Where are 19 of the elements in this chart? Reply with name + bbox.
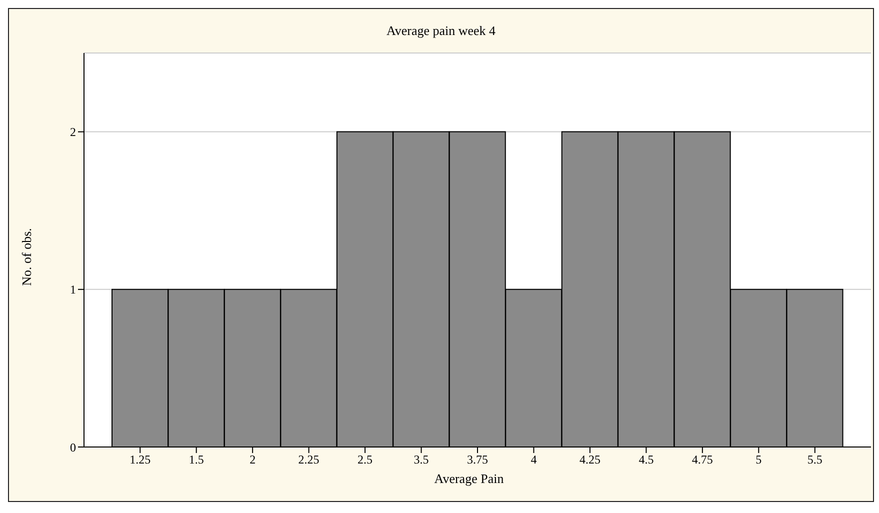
x-tick-label: 1.5	[188, 452, 204, 467]
x-tick-label: 3.5	[414, 452, 429, 467]
x-axis-title: Average Pain	[433, 471, 505, 487]
x-tick-label: 5.5	[807, 452, 822, 467]
x-tick-label: 2.25	[298, 452, 320, 467]
y-tick-label: 0	[70, 440, 76, 454]
y-axis-title: No. of obs.	[19, 228, 35, 286]
y-tick-label: 1	[70, 282, 76, 297]
chart-title: Average pain week 4	[385, 23, 497, 39]
y-tick-label: 2	[70, 125, 76, 140]
x-tick-label: 5	[756, 452, 762, 467]
x-tick-label: 2	[250, 452, 256, 467]
x-tick-label: 3.75	[467, 452, 488, 467]
x-tick-label: 4.75	[692, 452, 713, 467]
x-tick-label: 1.25	[130, 452, 151, 467]
x-tick-label: 4.25	[579, 452, 600, 467]
x-tick-label: 4	[530, 452, 537, 467]
x-tick-label: 4.5	[638, 452, 654, 467]
x-tick-label: 2.5	[358, 452, 373, 467]
